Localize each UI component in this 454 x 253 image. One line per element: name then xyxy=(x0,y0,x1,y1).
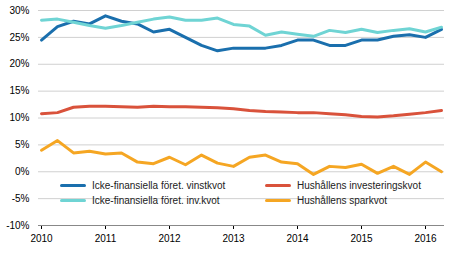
svg-text:2012: 2012 xyxy=(158,233,181,244)
svg-text:2011: 2011 xyxy=(95,233,117,244)
svg-text:2013: 2013 xyxy=(222,233,245,244)
svg-text:10%: 10% xyxy=(9,112,29,123)
svg-text:-10%: -10% xyxy=(6,220,29,231)
html-text:Icke-finansiella föret. vinstk: Icke-finansiella föret. vinstkvot xyxy=(92,180,226,191)
html-text:Hushållens sparkvot: Hushållens sparkvot xyxy=(297,195,387,206)
html-text:Icke-finansiella föret. inv.kv: Icke-finansiella föret. inv.kvot xyxy=(92,195,220,206)
svg-text:5%: 5% xyxy=(15,139,30,150)
svg-text:0%: 0% xyxy=(15,166,30,177)
svg-text:2010: 2010 xyxy=(30,233,53,244)
html-text:Hushållens investeringskvot: Hushållens investeringskvot xyxy=(297,180,421,191)
svg-text:2015: 2015 xyxy=(350,233,373,244)
svg-text:-5%: -5% xyxy=(12,193,30,204)
svg-text:2016: 2016 xyxy=(414,233,437,244)
svg-text:20%: 20% xyxy=(9,58,29,69)
svg-text:25%: 25% xyxy=(9,32,29,43)
svg-text:2014: 2014 xyxy=(286,233,309,244)
svg-text:15%: 15% xyxy=(9,85,29,96)
svg-text:30%: 30% xyxy=(9,5,29,16)
